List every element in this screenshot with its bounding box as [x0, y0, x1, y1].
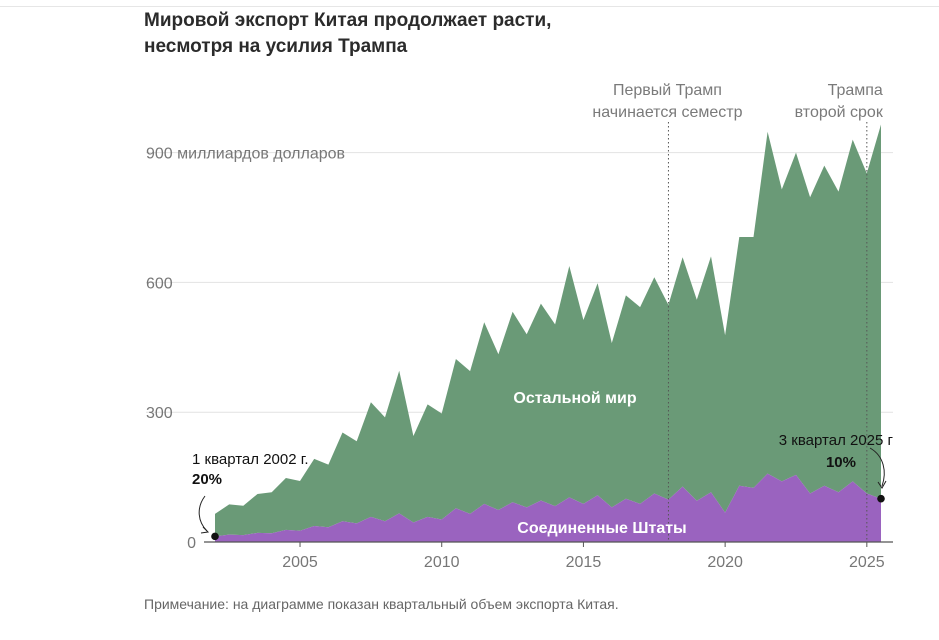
rest-of-world-label: Остальной мир	[513, 390, 636, 407]
event-label: Трампа	[828, 82, 883, 99]
chart-title: Мировой экспорт Китая продолжает расти, …	[144, 10, 552, 57]
x-tick-label: 2005	[282, 554, 318, 571]
callout-end-dot	[877, 494, 885, 503]
axis-layer: 2005 2010 2015 2020 2025	[204, 541, 893, 571]
event-label: начинается семестр	[592, 104, 742, 121]
x-tick-label: 2010	[424, 554, 460, 571]
y-tick-label: 300	[146, 405, 173, 422]
callout-end-text: 3 квартал 2025 г	[779, 432, 894, 449]
callout-start-arrow	[198, 495, 208, 532]
y-tick-label: 900 миллиардов долларов	[146, 146, 345, 163]
callout-end-arrow	[869, 447, 885, 487]
united-states-label: Соединенные Штаты	[517, 520, 686, 537]
event-label: второй срок	[795, 104, 884, 121]
callout-start-value: 20%	[192, 471, 222, 488]
y-tick-label: 600	[146, 275, 173, 292]
callout-start-dot	[211, 532, 219, 541]
event-label: Первый Трамп	[613, 82, 722, 99]
y-tick-label: 0	[187, 535, 196, 552]
rest-of-world-area	[215, 124, 881, 537]
event-layer: Первый Трамп начинается семестр Трампа втор…	[592, 82, 884, 542]
callout-layer: 1 квартал 2002 г. 20% 3 квартал 2025 г 10%	[192, 432, 894, 541]
callout-end-arrowhead	[877, 480, 887, 489]
x-tick-label: 2020	[707, 554, 743, 571]
x-tick-label: 2015	[566, 554, 602, 571]
callout-start-text: 1 квартал 2002 г.	[192, 451, 309, 468]
chart-note: Примечание: на диаграмме показан квартал…	[144, 596, 619, 612]
united-states-area	[215, 473, 881, 542]
area-layer	[215, 124, 881, 542]
callout-end-value: 10%	[826, 454, 856, 471]
x-tick-label: 2025	[849, 554, 885, 571]
top-divider	[0, 6, 939, 7]
callout-start-arrowhead	[200, 526, 210, 534]
